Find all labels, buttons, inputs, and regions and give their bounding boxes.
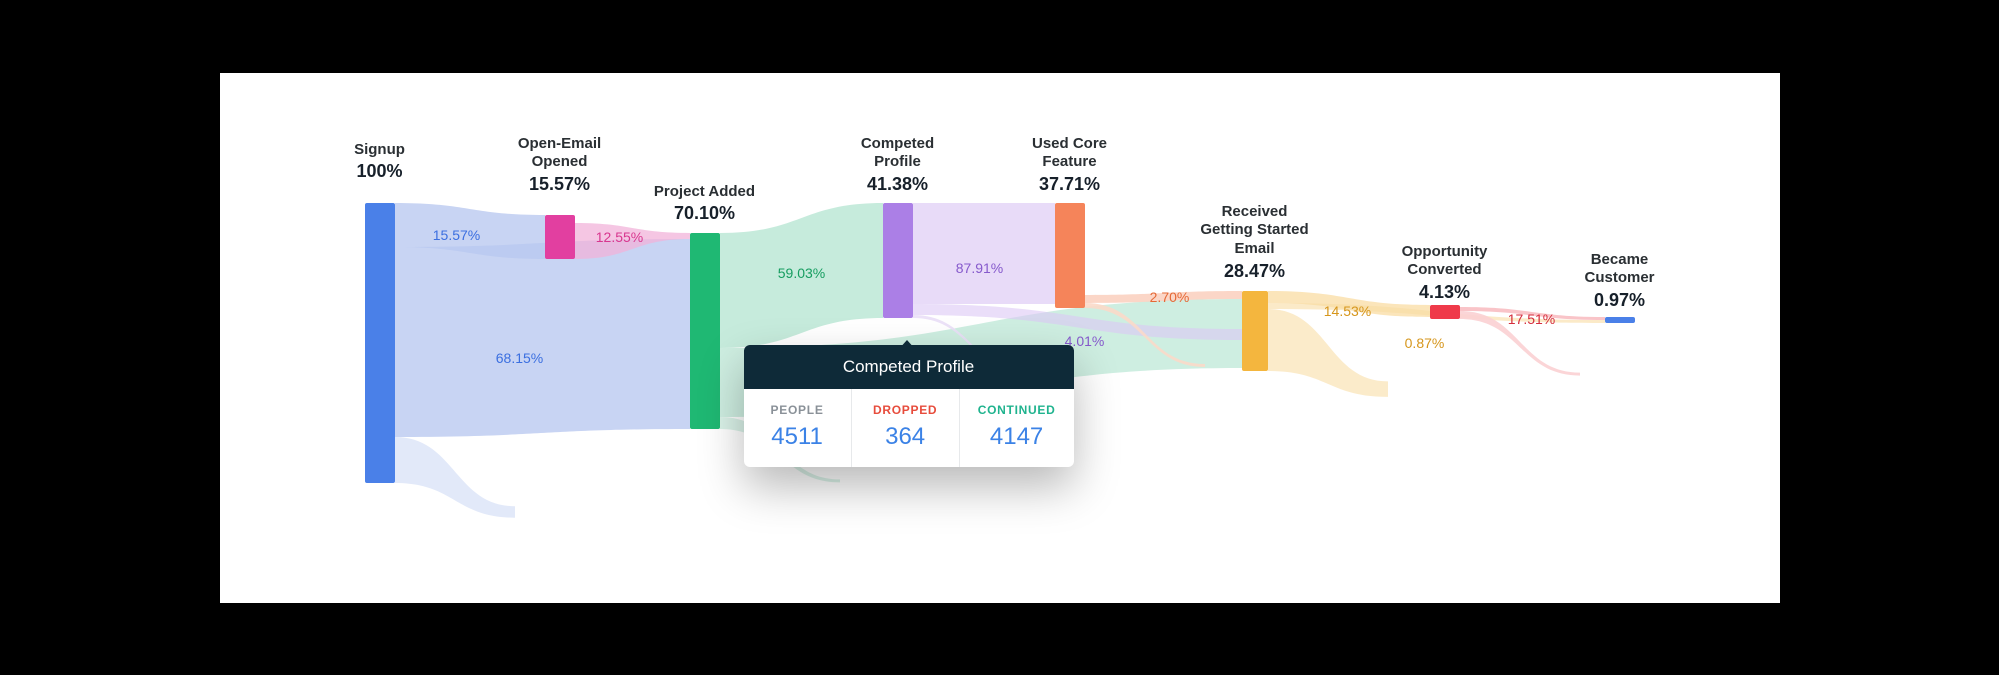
node-pct: 41.38%	[861, 174, 934, 195]
flow	[395, 437, 515, 518]
flow-label: 15.57%	[433, 227, 480, 243]
node-bar[interactable]	[1242, 291, 1268, 371]
flow-label: 17.51%	[1508, 311, 1555, 327]
flow	[1268, 309, 1388, 397]
node-bar[interactable]	[545, 215, 575, 259]
tooltip-col-label: CONTINUED	[978, 403, 1056, 417]
tooltip-column: CONTINUED 4147	[959, 389, 1074, 467]
tooltip-col-value: 364	[870, 423, 941, 451]
node-name: BecameCustomer	[1584, 251, 1654, 289]
tooltip-col-label: PEOPLE	[762, 403, 833, 417]
node-name: ReceivedGetting StartedEmail	[1200, 203, 1308, 259]
flow-label: 14.53%	[1324, 303, 1371, 319]
node-label: CompetedProfile41.38%	[861, 135, 934, 196]
node-bar[interactable]	[690, 233, 720, 429]
node-name: Project Added	[654, 183, 755, 202]
node-label: Project Added70.10%	[654, 183, 755, 225]
node-label: BecameCustomer0.97%	[1584, 251, 1654, 312]
flow-label: 0.87%	[1405, 335, 1445, 351]
node-name: Open-EmailOpened	[518, 135, 601, 173]
tooltip-body: PEOPLE 4511 DROPPED 364 CONTINUED 4147	[744, 389, 1074, 467]
flow-label: 59.03%	[778, 265, 825, 281]
node-name: Signup	[354, 141, 405, 160]
node-label: Used CoreFeature37.71%	[1032, 135, 1107, 196]
node-pct: 100%	[354, 161, 405, 182]
flow-label: 68.15%	[496, 350, 543, 366]
node-tooltip: Competed Profile PEOPLE 4511 DROPPED 364 CON…	[744, 345, 1074, 467]
flow-label: 12.55%	[596, 229, 643, 245]
node-bar[interactable]	[883, 203, 913, 318]
tooltip-col-value: 4147	[978, 423, 1056, 451]
tooltip-column: DROPPED 364	[851, 389, 959, 467]
flow	[913, 203, 1055, 304]
node-bar[interactable]	[1430, 305, 1460, 319]
node-name: CompetedProfile	[861, 135, 934, 173]
node-name: Used CoreFeature	[1032, 135, 1107, 173]
node-bar[interactable]	[365, 203, 395, 483]
node-name: OpportunityConverted	[1402, 243, 1488, 281]
flow-label: 87.91%	[956, 260, 1003, 276]
node-pct: 4.13%	[1402, 282, 1488, 303]
node-pct: 37.71%	[1032, 174, 1107, 195]
node-pct: 70.10%	[654, 203, 755, 224]
node-label: OpportunityConverted4.13%	[1402, 243, 1488, 304]
tooltip-col-value: 4511	[762, 423, 833, 451]
tooltip-arrow	[898, 337, 916, 347]
node-bar[interactable]	[1605, 317, 1635, 323]
node-pct: 28.47%	[1200, 261, 1308, 282]
node-label: ReceivedGetting StartedEmail28.47%	[1200, 203, 1308, 282]
node-pct: 0.97%	[1584, 290, 1654, 311]
chart-svg	[220, 73, 1780, 603]
tooltip-col-label: DROPPED	[870, 403, 941, 417]
flow-label: 2.70%	[1150, 289, 1190, 305]
sankey-chart: Signup100%Open-EmailOpened15.57%Project …	[220, 73, 1780, 603]
node-label: Signup100%	[354, 141, 405, 183]
node-bar[interactable]	[1055, 203, 1085, 308]
flow	[395, 239, 690, 437]
node-label: Open-EmailOpened15.57%	[518, 135, 601, 196]
tooltip-column: PEOPLE 4511	[744, 389, 851, 467]
node-pct: 15.57%	[518, 174, 601, 195]
tooltip-title: Competed Profile	[744, 345, 1074, 389]
